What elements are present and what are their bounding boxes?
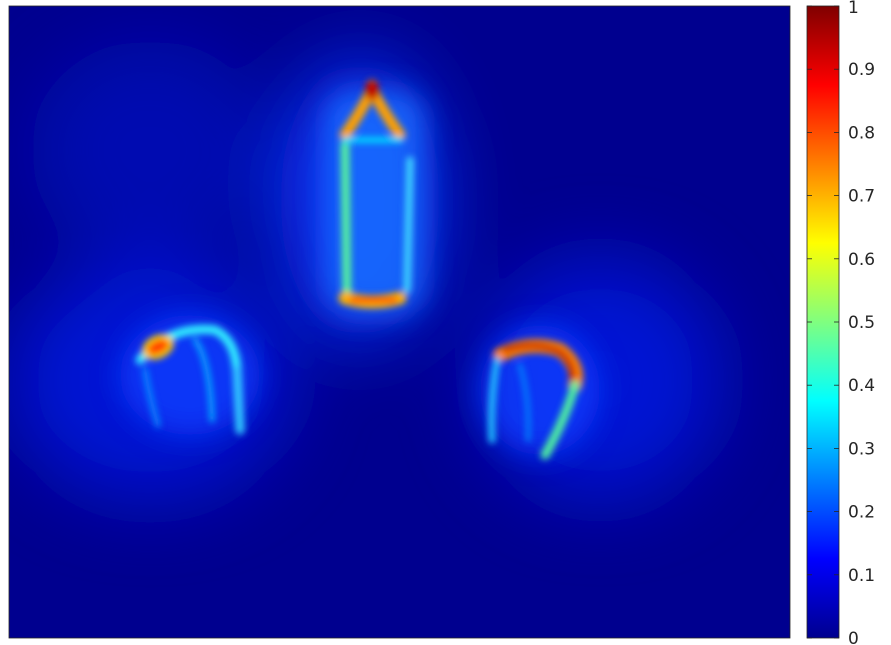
colorbar-tick-label: 0 bbox=[848, 629, 859, 645]
colorbar-tick-label: 0.4 bbox=[848, 376, 875, 396]
structure-layer bbox=[135, 79, 583, 460]
left-arc-peak bbox=[142, 334, 174, 360]
colorbar-tick-label: 0.3 bbox=[848, 439, 875, 459]
bottle-left-edge bbox=[340, 140, 352, 300]
colorbar: 0 0.1 0.2 0.3 0.4 0.5 0.6 0.7 0.8 0.9 1 bbox=[806, 0, 875, 645]
left-arc-right-leg bbox=[232, 365, 245, 435]
left-arc-left-leg bbox=[142, 367, 161, 428]
bottle-right-edge bbox=[403, 156, 414, 294]
plot-area bbox=[9, 6, 790, 638]
colorbar-tick-label: 0.1 bbox=[848, 566, 875, 586]
colorbar-tick-label: 0.9 bbox=[848, 60, 875, 80]
left-arc-inner bbox=[192, 337, 215, 423]
colorbar-tick-label: 0.6 bbox=[848, 250, 875, 270]
plot-border bbox=[8, 5, 791, 639]
right-arc-right-leg bbox=[540, 380, 580, 460]
colorbar-tick-label: 0.8 bbox=[848, 123, 875, 143]
right-arc-inner bbox=[518, 363, 531, 442]
right-arc-left-leg bbox=[488, 356, 501, 444]
right-arc-core bbox=[502, 343, 575, 383]
colorbar-tick-label: 0.7 bbox=[848, 187, 875, 207]
colorbar-tick-label: 0.2 bbox=[848, 503, 875, 523]
halo-top-left bbox=[30, 40, 270, 260]
colorbar-tick-label: 0.5 bbox=[848, 313, 875, 333]
colorbar-tick-label: 1 bbox=[848, 0, 859, 18]
colorbar-ticks: 0 0.1 0.2 0.3 0.4 0.5 0.6 0.7 0.8 0.9 1 bbox=[807, 0, 875, 645]
bottle-cap-peak bbox=[365, 80, 379, 100]
